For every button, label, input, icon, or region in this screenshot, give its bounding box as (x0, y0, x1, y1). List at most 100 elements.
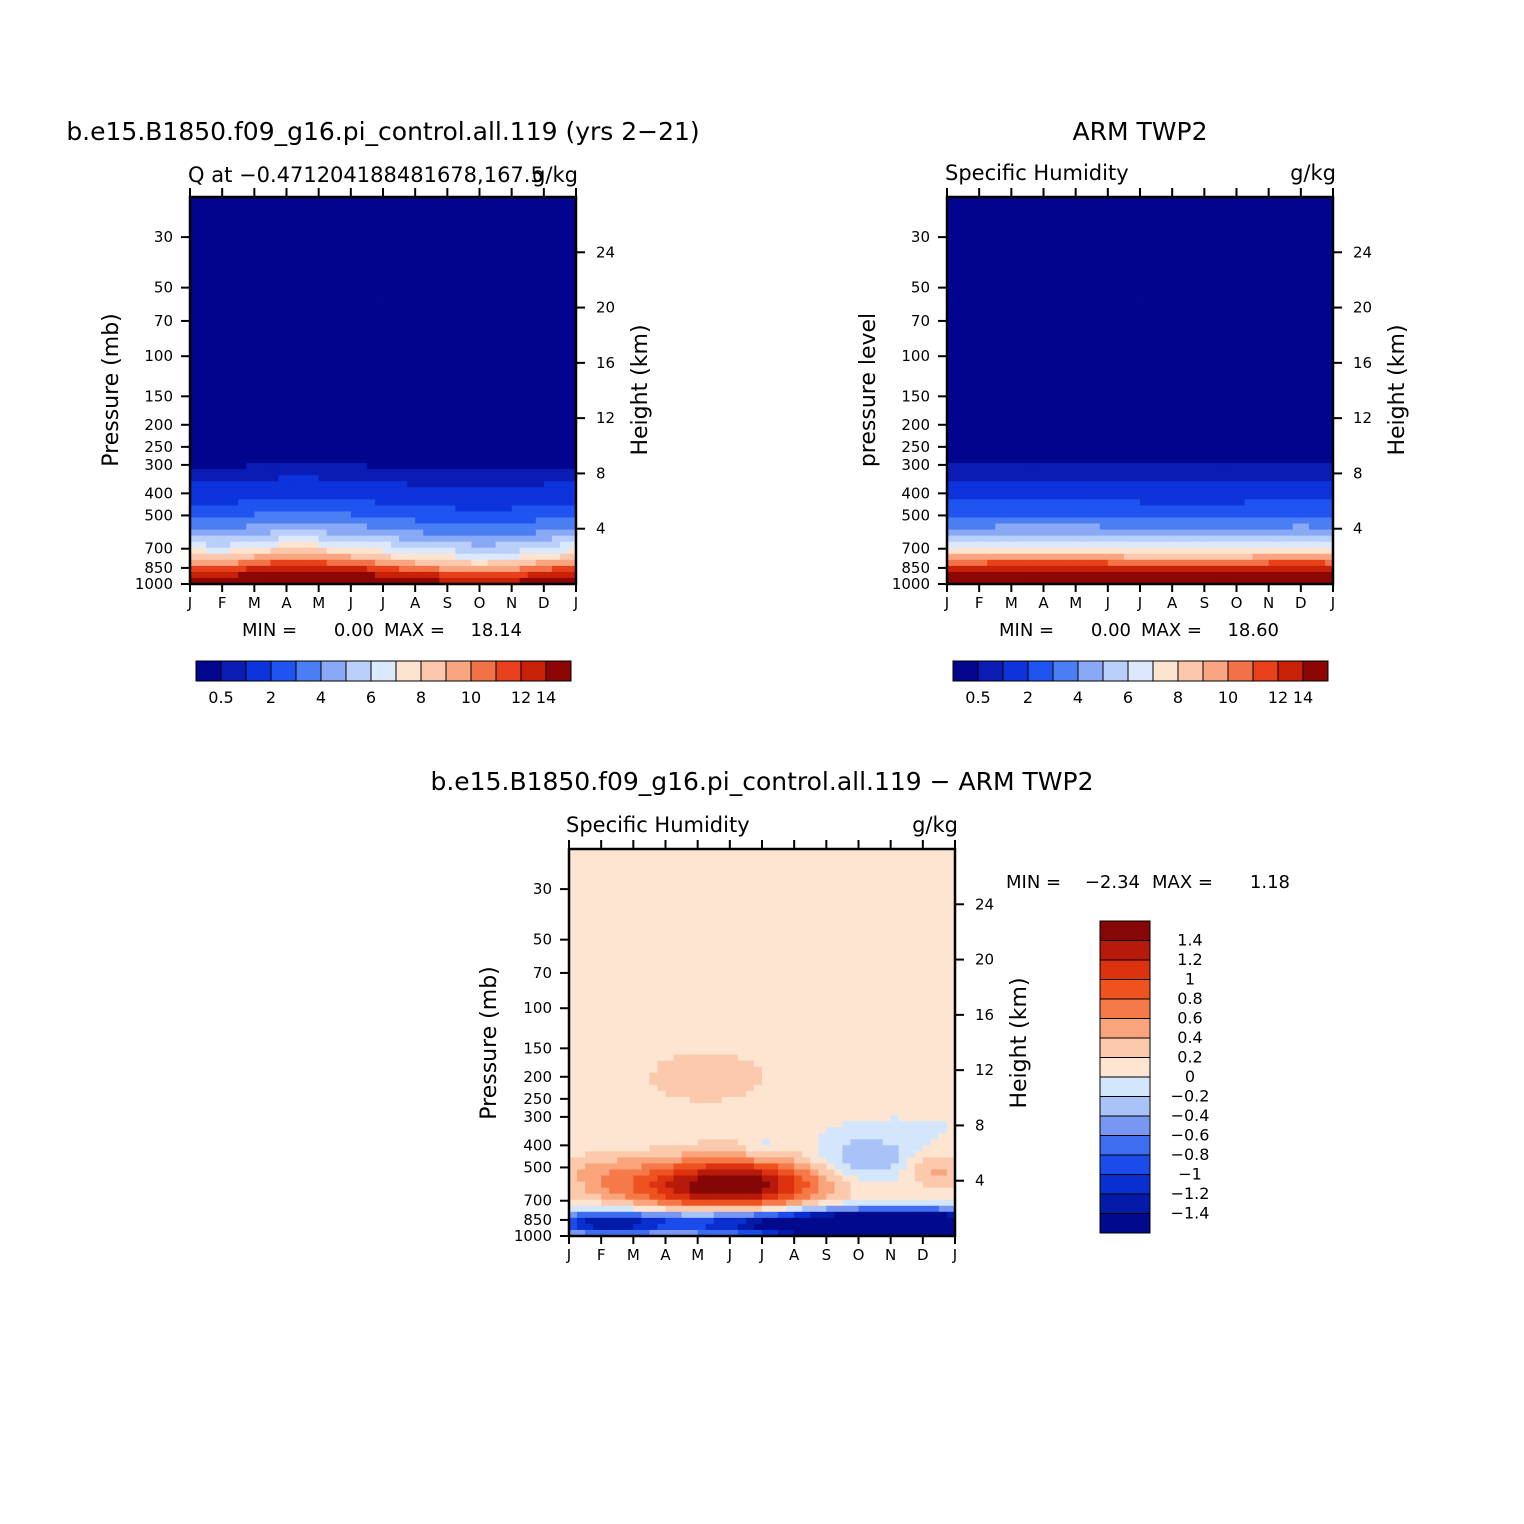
contour-cell (431, 420, 440, 428)
contour-cell (198, 571, 207, 579)
contour-cell (222, 547, 231, 555)
contour-cell (455, 323, 465, 331)
contour-cell (1148, 348, 1157, 355)
contour-cell (503, 239, 513, 246)
contour-cell (519, 457, 529, 464)
contour-cell (190, 317, 199, 325)
contour-cell (278, 263, 288, 271)
contour-cell (1228, 384, 1238, 392)
contour-cell (262, 275, 272, 283)
contour-cell (366, 450, 376, 458)
contour-cell (1260, 348, 1270, 355)
contour-cell (302, 360, 312, 367)
x-tick-label: J (187, 594, 192, 612)
contour-cell (1083, 414, 1093, 422)
contour-cell (206, 209, 215, 216)
colorbar-box (270, 660, 297, 682)
contour-cell (1075, 239, 1085, 246)
contour-cell (366, 323, 376, 331)
contour-cell (1027, 233, 1037, 240)
contour-cell (407, 336, 416, 343)
contour-cell (519, 227, 529, 234)
contour-cell (198, 463, 207, 470)
contour-cell (1156, 336, 1165, 343)
contour-cell (1115, 372, 1125, 380)
contour-cell (1180, 372, 1189, 380)
contour-cell (471, 293, 481, 301)
contour-cell (222, 239, 231, 246)
contour-cell (1300, 251, 1310, 259)
contour-cell (1067, 203, 1077, 210)
contour-cell (254, 293, 263, 301)
contour-cell (1276, 323, 1286, 331)
contour-cell (254, 239, 263, 246)
contour-cell (262, 203, 272, 210)
contour-cell (535, 317, 545, 325)
contour-cell (423, 438, 432, 446)
contour-cell (431, 378, 440, 386)
contour-cell (310, 348, 320, 355)
contour-cell (1035, 360, 1045, 367)
contour-cell (979, 299, 988, 307)
contour-cell (415, 245, 424, 253)
contour-cell (1027, 209, 1037, 216)
contour-cell (1067, 414, 1077, 422)
contour-cell (334, 577, 344, 585)
contour-cell (543, 287, 553, 295)
contour-cell (1276, 197, 1286, 204)
contour-cell (1252, 233, 1262, 240)
contour-cell (374, 330, 384, 337)
contour-cell (374, 323, 384, 331)
contour-cell (1003, 342, 1012, 349)
contour-cell (1204, 354, 1213, 361)
contour-cell (1115, 287, 1125, 295)
contour-cell (1308, 245, 1318, 253)
contour-cell (222, 348, 231, 355)
contour-cell (318, 408, 328, 416)
contour-cell (1316, 378, 1326, 386)
contour-cell (567, 221, 577, 228)
contour-cell (383, 197, 392, 204)
contour-cell (366, 336, 376, 343)
contour-cell (487, 348, 497, 355)
contour-cell (1172, 402, 1181, 410)
contour-cell (1212, 269, 1222, 277)
contour-cell (1123, 209, 1133, 216)
contour-cell (374, 457, 384, 464)
contour-cell (447, 444, 456, 452)
contour-cell (1027, 245, 1037, 253)
contour-cell (1091, 293, 1101, 301)
contour-cell (471, 354, 481, 361)
contour-cell (206, 426, 215, 434)
contour-cell (286, 469, 296, 476)
contour-cell (366, 378, 376, 386)
contour-cell (206, 275, 215, 283)
contour-cell (447, 426, 456, 434)
contour-cell (543, 311, 553, 319)
contour-cell (1300, 203, 1310, 210)
contour-cell (286, 342, 296, 349)
contour-cell (342, 269, 352, 277)
contour-cell (358, 481, 368, 488)
contour-cell (1252, 330, 1262, 337)
contour-cell (415, 323, 424, 331)
contour-cell (455, 203, 465, 210)
contour-cell (415, 487, 424, 494)
contour-cell (286, 336, 296, 343)
contour-cell (487, 384, 497, 392)
contour-cell (1180, 251, 1189, 259)
contour-cell (439, 511, 448, 519)
contour-cell (206, 233, 215, 240)
contour-cell (1172, 239, 1181, 246)
contour-cell (254, 227, 263, 234)
contour-cell (519, 203, 529, 210)
contour-cell (487, 299, 497, 307)
contour-cell (1260, 360, 1270, 367)
contour-cell (527, 541, 537, 549)
contour-cell (1292, 203, 1302, 210)
contour-cell (559, 396, 569, 404)
contour-cell (1172, 275, 1181, 283)
contour-cell (342, 457, 352, 464)
contour-cell (1107, 275, 1117, 283)
contour-cell (278, 414, 288, 422)
